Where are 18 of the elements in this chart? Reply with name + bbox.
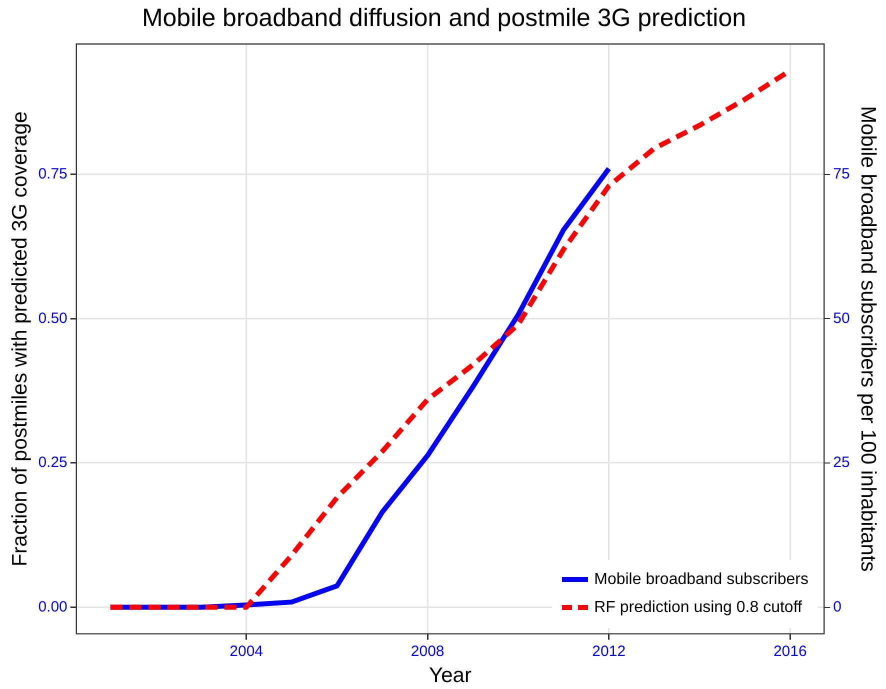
x-axis-title: Year	[429, 664, 472, 688]
legend-label: Mobile broadband subscribers	[594, 570, 808, 589]
y2-tick-label: 25	[833, 454, 850, 472]
y2-tick-label: 0	[833, 598, 842, 616]
y-tick-label: 0.25	[38, 454, 68, 472]
x-tick-label: 2012	[592, 642, 626, 660]
y-tick-label: 0.75	[38, 166, 68, 183]
legend-label: RF prediction using 0.8 cutoff	[594, 598, 802, 617]
chart-title: Mobile broadband diffusion and postmile 3G prediction	[142, 4, 746, 32]
y2-tick-label: 50	[833, 310, 850, 327]
y-axis-title: Fraction of postmiles with predicted 3G coverage	[8, 111, 32, 567]
y-tick-label: 0.50	[38, 310, 68, 327]
x-tick-label: 2016	[773, 642, 807, 660]
y2-tick-label: 75	[833, 166, 850, 183]
y2-axis-title: Mobile broadband subscribers per 100 inhabitants	[856, 106, 880, 572]
x-tick-label: 2004	[230, 642, 264, 660]
x-tick-label: 2008	[410, 642, 444, 660]
y-tick-label: 0.00	[38, 598, 68, 616]
